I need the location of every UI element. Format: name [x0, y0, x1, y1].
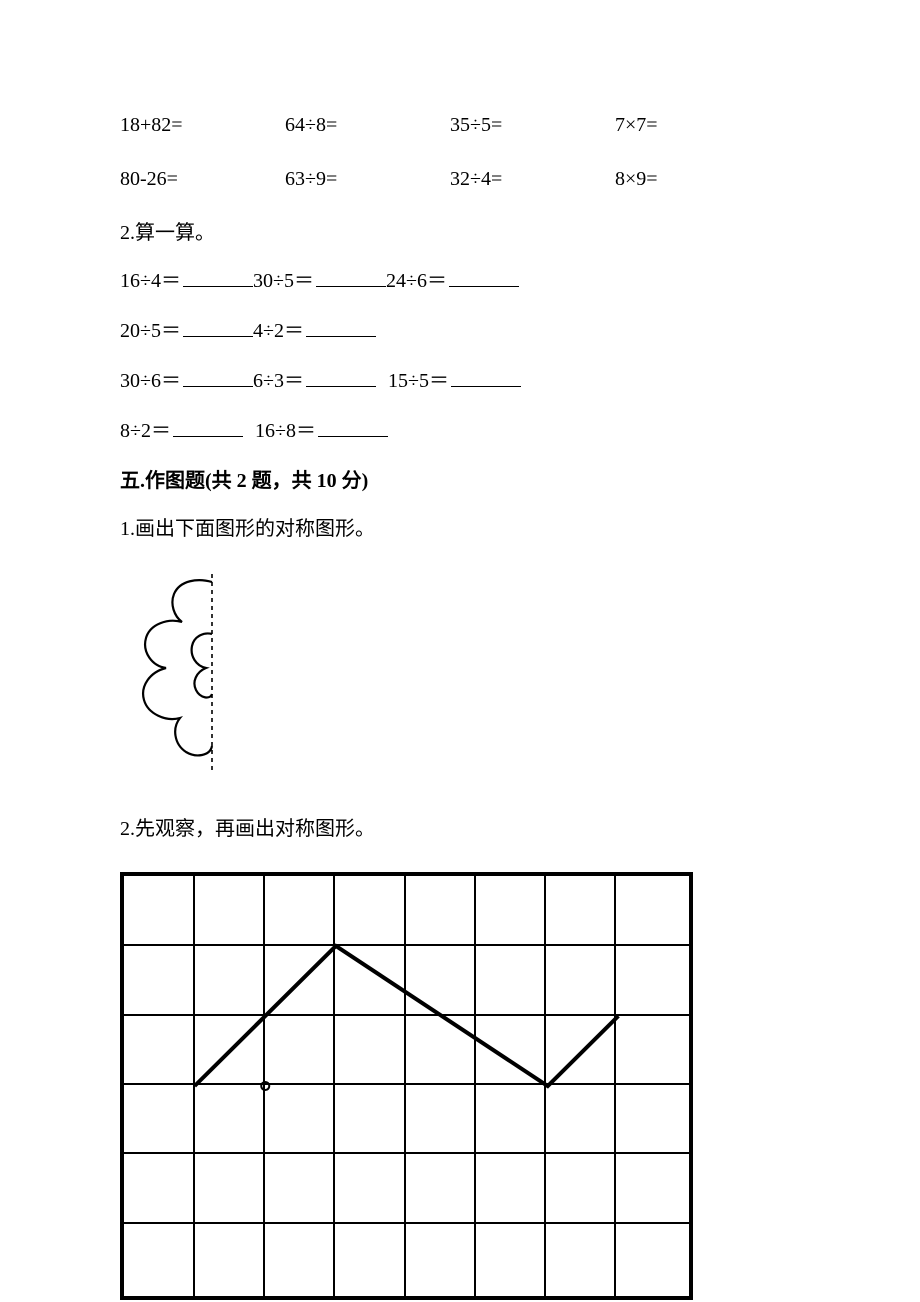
arith-row-1: 18+82= 64÷8= 35÷5= 7×7= [120, 110, 800, 140]
calc-expr: 4÷2＝ [253, 320, 304, 342]
answer-blank [183, 368, 253, 387]
calc-expr: 20÷5＝ [120, 320, 181, 342]
answer-blank [173, 418, 243, 437]
calc-expr: 15÷5＝ [388, 370, 449, 392]
calc-container: 16÷4＝ 30÷5＝ 24÷6＝ 20÷5＝ 4÷2＝ 30÷6＝ 6÷3＝ 15÷5＝ 8… [120, 266, 800, 446]
calc-expr: 8÷2＝ [120, 420, 171, 442]
calc-line: 8÷2＝ 16÷8＝ [120, 416, 800, 446]
answer-blank [183, 268, 253, 287]
calc-expr: 24÷6＝ [386, 270, 447, 292]
question-2-label: 2.算一算。 [120, 218, 800, 248]
answer-blank [183, 318, 253, 337]
answer-blank [451, 368, 521, 387]
calc-expr: 16÷4＝ [120, 270, 181, 292]
expr: 8×9= [615, 164, 780, 194]
symmetry-flower-figure [120, 574, 230, 774]
expr: 7×7= [615, 110, 780, 140]
expr: 18+82= [120, 110, 285, 140]
expr: 32÷4= [450, 164, 615, 194]
arith-row-2: 80-26= 63÷9= 32÷4= 8×9= [120, 164, 800, 194]
calc-expr: 16÷8＝ [255, 420, 316, 442]
calc-expr: 30÷6＝ [120, 370, 181, 392]
expr: 64÷8= [285, 110, 450, 140]
answer-blank [316, 268, 386, 287]
answer-blank [449, 268, 519, 287]
expr: 80-26= [120, 164, 285, 194]
question-5-1: 1.画出下面图形的对称图形。 [120, 514, 800, 544]
section-5-title: 五.作图题(共 2 题，共 10 分) [120, 466, 800, 496]
expr: 35÷5= [450, 110, 615, 140]
symmetry-grid-figure [120, 872, 693, 1300]
answer-blank [306, 368, 376, 387]
answer-blank [306, 318, 376, 337]
calc-line: 16÷4＝ 30÷5＝ 24÷6＝ [120, 266, 800, 296]
calc-line: 30÷6＝ 6÷3＝ 15÷5＝ [120, 366, 800, 396]
calc-line: 20÷5＝ 4÷2＝ [120, 316, 800, 346]
calc-expr: 6÷3＝ [253, 370, 304, 392]
answer-blank [318, 418, 388, 437]
calc-expr: 30÷5＝ [253, 270, 314, 292]
question-5-2: 2.先观察，再画出对称图形。 [120, 814, 800, 844]
expr: 63÷9= [285, 164, 450, 194]
